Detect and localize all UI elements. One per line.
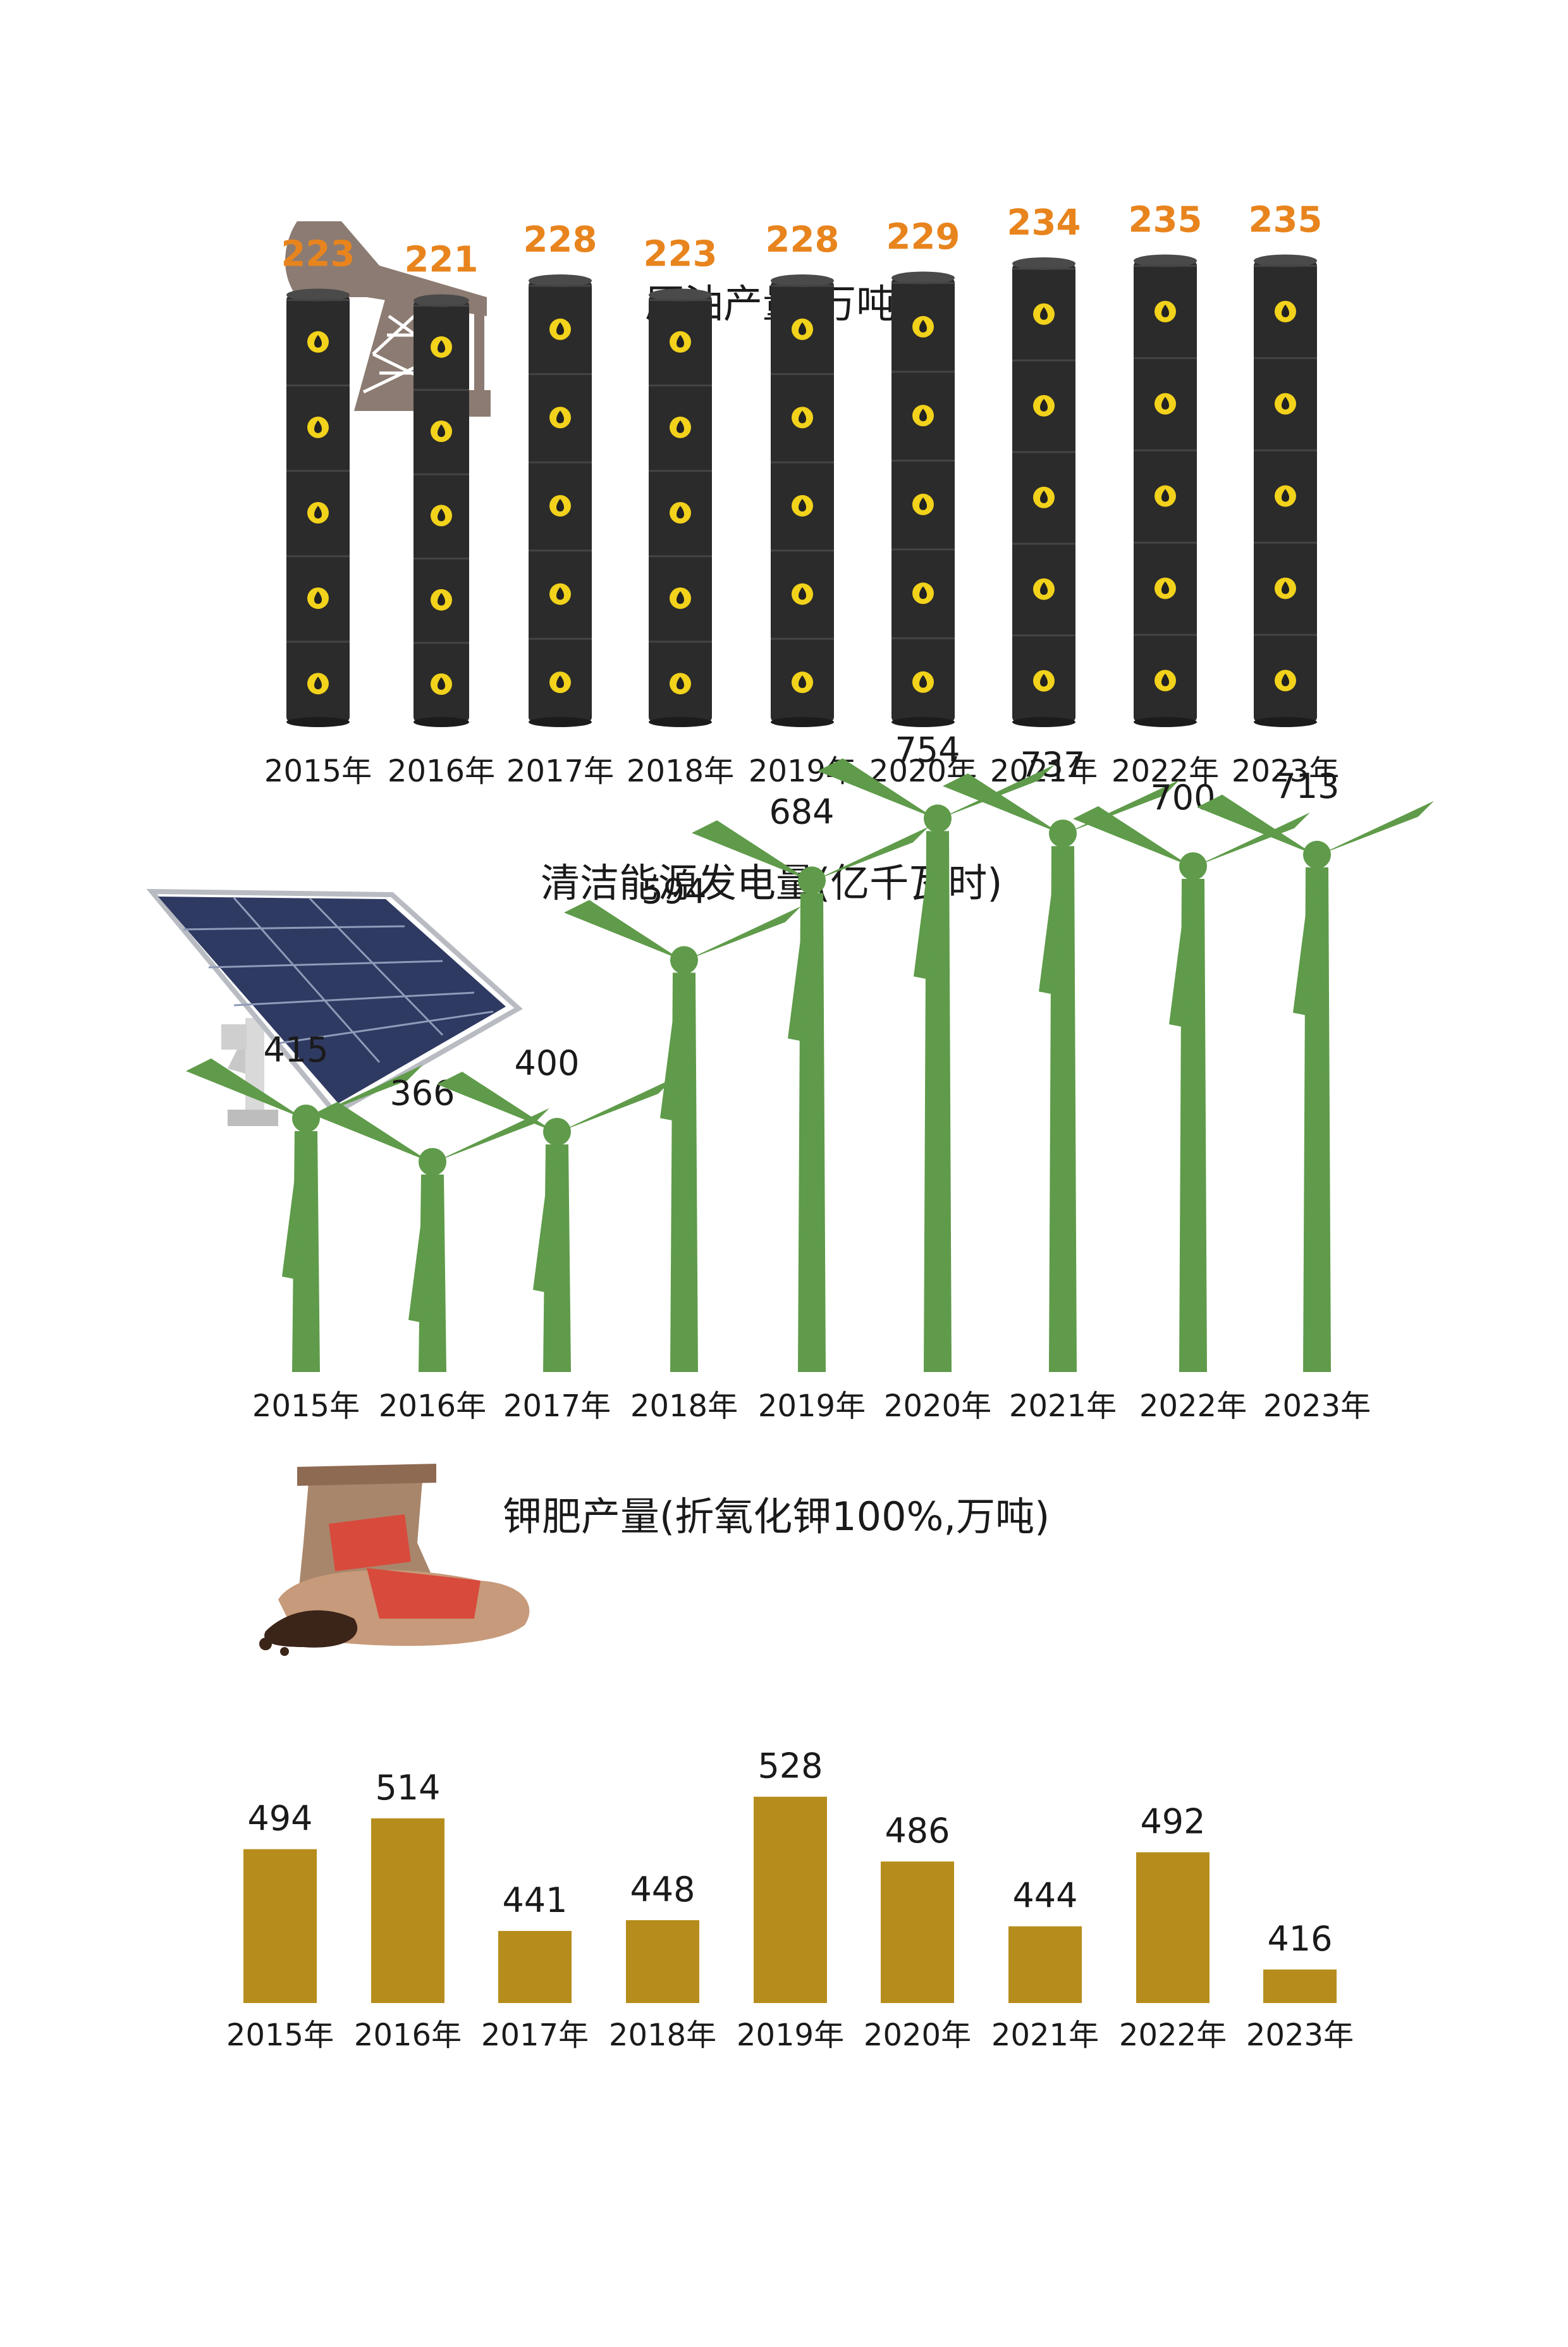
potash-bar	[243, 1849, 317, 2003]
energy-x-tick: 2015年	[252, 1388, 360, 1424]
oil-barrel	[1012, 257, 1075, 727]
potash-bar	[1008, 1926, 1082, 2003]
oil-chart: 原油产量(万吨) 2232015年2212016年2282017年2232018…	[264, 200, 1339, 790]
energy-value-label: 400	[514, 1043, 579, 1083]
potash-value-label: 416	[1267, 1919, 1332, 1959]
oil-x-tick: 2023年	[1232, 754, 1339, 789]
energy-value-label: 366	[389, 1074, 455, 1113]
oil-value-label: 235	[1129, 200, 1203, 241]
potash-bars: 494 2015年 514 2016年 441 2017年 448 2018年 528 2019年…	[226, 1746, 1354, 2053]
energy-value-label: 754	[895, 730, 960, 769]
solar-panel-grid	[183, 897, 494, 1063]
potash-x-tick: 2019年	[737, 2018, 844, 2053]
energy-x-tick: 2021年	[1009, 1388, 1117, 1424]
oil-barrel	[1254, 254, 1317, 727]
fertilizer-bag-icon	[259, 1464, 530, 1656]
energy-x-tick: 2022年	[1139, 1388, 1247, 1424]
potash-bar	[498, 1930, 572, 2003]
oil-barrel	[286, 288, 350, 727]
wind-turbine	[1197, 794, 1434, 1372]
potash-bar	[754, 1796, 827, 2003]
potash-x-tick: 2023年	[1246, 2018, 1354, 2053]
energy-x-tick: 2018年	[630, 1388, 738, 1424]
potash-chart: 钾肥产量(折氧化钾100%,万吨) 494 2015年 514 2016年 441 201…	[226, 1464, 1354, 2053]
potash-x-tick: 2015年	[226, 2018, 334, 2053]
wind-turbine	[692, 820, 929, 1372]
oil-value-label: 234	[1007, 202, 1081, 243]
oil-x-tick: 2018年	[627, 754, 734, 789]
potash-value-label: 448	[630, 1870, 695, 1909]
wind-turbine	[943, 773, 1180, 1372]
potash-value-label: 494	[247, 1799, 312, 1839]
energy-value-label: 594	[641, 871, 706, 911]
oil-x-tick: 2016年	[388, 754, 495, 789]
potash-value-label: 441	[502, 1880, 567, 1920]
energy-chart: 清洁能源发电量(亿千瓦时) 4152015年3662016年4002017年59…	[146, 730, 1434, 1424]
potash-bar	[626, 1920, 699, 2003]
oil-bars: 2232015年2212016年2282017年2232018年2282019年…	[264, 200, 1339, 790]
potash-bar	[371, 1818, 444, 2003]
energy-value-label: 700	[1150, 778, 1215, 818]
potash-bar	[1263, 1969, 1337, 2003]
oil-value-label: 235	[1249, 200, 1323, 241]
oil-x-tick: 2015年	[264, 754, 372, 789]
oil-value-label: 221	[405, 240, 479, 281]
wind-turbine	[312, 1101, 549, 1372]
oil-barrel	[529, 274, 592, 727]
wind-turbine	[564, 900, 801, 1372]
oil-barrel	[413, 294, 469, 727]
oil-value-label: 223	[281, 234, 355, 275]
oil-x-tick: 2017年	[506, 754, 614, 789]
energy-x-tick: 2019年	[758, 1388, 866, 1424]
energy-value-label: 713	[1274, 766, 1339, 806]
oil-value-label: 229	[886, 217, 960, 258]
oil-value-label: 223	[644, 234, 718, 275]
potash-value-label: 492	[1140, 1802, 1205, 1842]
wind-turbine	[1073, 806, 1310, 1372]
potash-chart-title: 钾肥产量(折氧化钾100%,万吨)	[503, 1493, 1050, 1540]
energy-x-tick: 2017年	[503, 1388, 611, 1424]
energy-value-label: 684	[769, 792, 834, 831]
wind-turbine	[437, 1072, 674, 1372]
potash-x-tick: 2017年	[481, 2018, 589, 2053]
potash-bar	[881, 1861, 954, 2003]
potash-x-tick: 2020年	[864, 2018, 971, 2053]
potash-x-tick: 2016年	[354, 2018, 462, 2053]
potash-bar	[1136, 1852, 1210, 2003]
energy-turbines: 415 2015年 366 2016年 400 2017年 594 2018年 684 2019年…	[186, 730, 1434, 1424]
energy-x-tick: 2023年	[1263, 1388, 1371, 1424]
wind-turbine	[186, 1058, 423, 1372]
potash-x-tick: 2021年	[991, 2018, 1099, 2053]
potash-value-label: 444	[1012, 1876, 1077, 1916]
oil-barrel	[891, 271, 955, 727]
potash-x-tick: 2022年	[1119, 2018, 1227, 2053]
potash-value-label: 486	[885, 1811, 950, 1851]
oil-barrel	[771, 274, 834, 727]
energy-x-tick: 2016年	[379, 1388, 486, 1424]
oil-barrel	[1134, 254, 1197, 727]
potash-value-label: 514	[375, 1768, 440, 1808]
oil-value-label: 228	[766, 219, 840, 260]
energy-value-label: 737	[1020, 745, 1085, 785]
potash-x-tick: 2018年	[609, 2018, 716, 2053]
energy-value-label: 415	[263, 1030, 328, 1070]
oil-value-label: 228	[524, 219, 597, 260]
potash-value-label: 528	[757, 1746, 823, 1786]
oil-barrel	[649, 288, 712, 727]
wind-turbine	[818, 758, 1055, 1372]
energy-x-tick: 2020年	[884, 1388, 991, 1424]
oil-x-tick: 2022年	[1112, 754, 1219, 789]
